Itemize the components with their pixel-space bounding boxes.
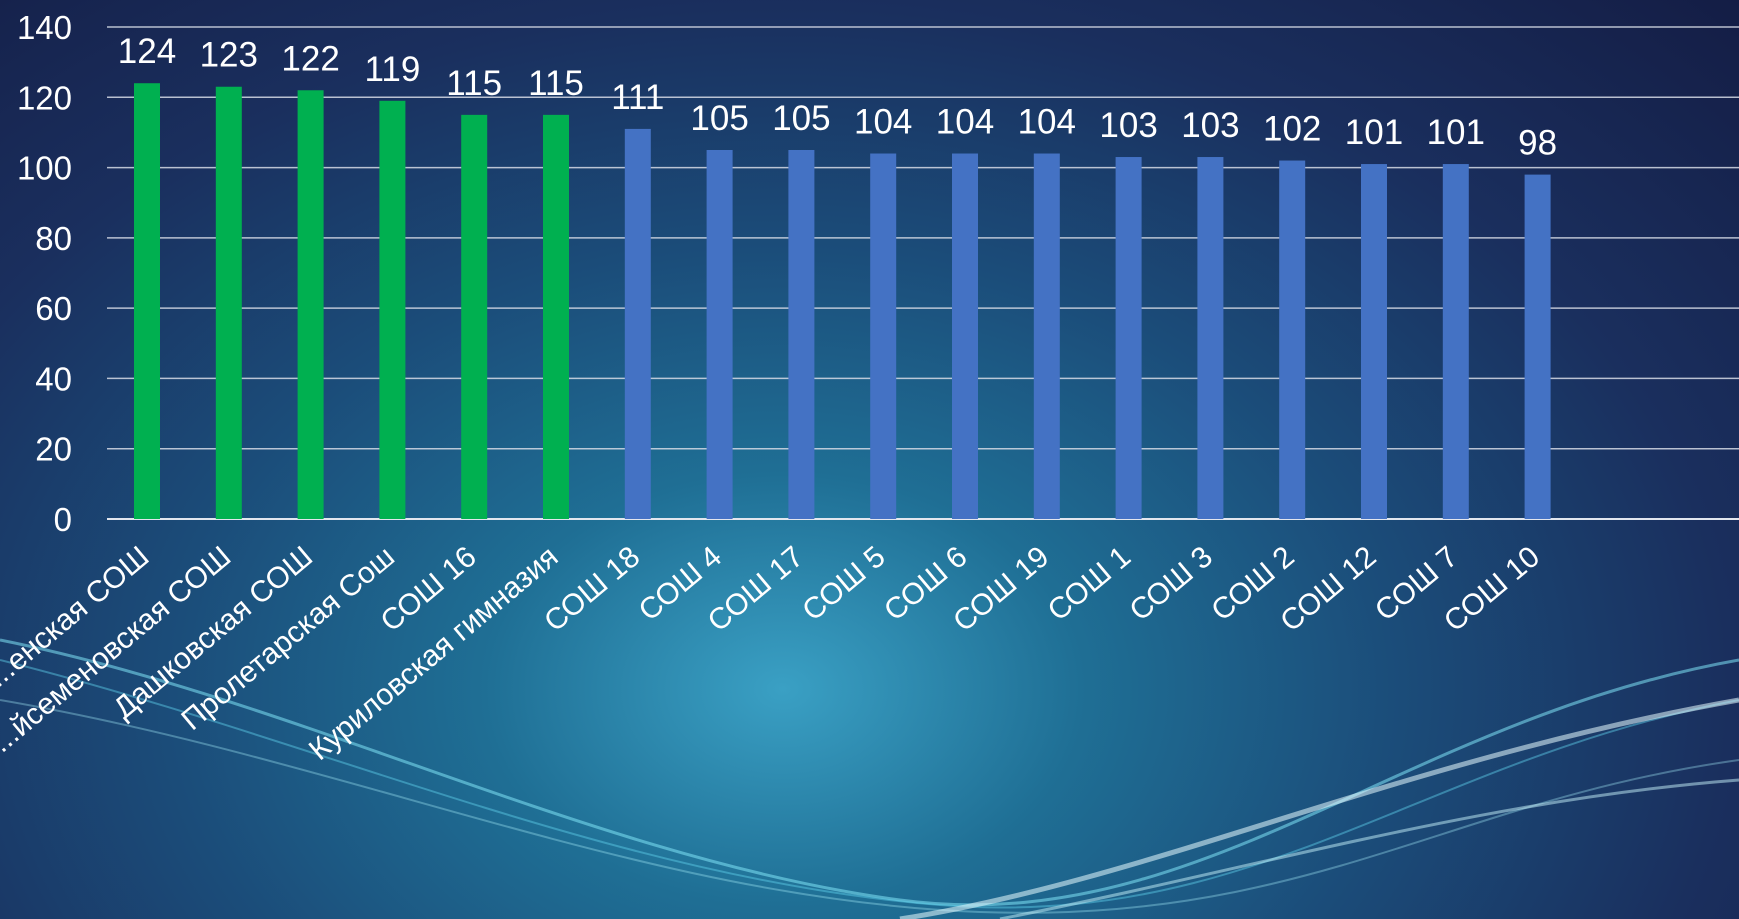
bars — [134, 83, 1551, 520]
y-axis-ticks: 0 20 40 60 80 100 120 140 — [17, 9, 72, 538]
category-label: СОШ 1 — [1042, 540, 1137, 628]
data-label: 105 — [772, 99, 830, 138]
data-label: 105 — [690, 99, 748, 138]
bar — [134, 83, 160, 519]
data-label: 104 — [854, 103, 912, 142]
category-label: СОШ 5 — [796, 540, 891, 628]
data-label: 98 — [1518, 124, 1557, 163]
y-tick-label: 60 — [35, 290, 72, 327]
data-label: 103 — [1181, 106, 1239, 145]
category-labels: ...енская СОШ...йсеменовская СОШДашковск… — [0, 540, 1546, 767]
data-label: 102 — [1263, 110, 1321, 149]
bar — [1279, 160, 1306, 520]
y-tick-label: 20 — [35, 431, 72, 468]
bar — [543, 114, 569, 519]
bar — [215, 86, 242, 519]
data-label: 124 — [118, 32, 176, 71]
data-label: 104 — [1018, 103, 1076, 142]
data-label: 115 — [528, 64, 584, 103]
bar — [297, 90, 324, 519]
y-tick-label: 0 — [54, 501, 72, 538]
background-waves — [0, 638, 1739, 919]
data-label: 119 — [364, 50, 420, 89]
data-labels: 124 123 122 119 115 115 111 105 105 104 104 104 103 1… — [118, 32, 1557, 162]
data-label: 115 — [446, 64, 502, 103]
bar — [952, 153, 978, 519]
bar — [1197, 157, 1224, 519]
bar — [788, 150, 815, 519]
data-label: 111 — [611, 78, 664, 117]
bar — [706, 150, 733, 519]
bar — [1524, 174, 1551, 519]
bar — [1033, 153, 1060, 519]
category-label: СОШ 3 — [1123, 540, 1218, 628]
y-tick-label: 80 — [35, 220, 72, 257]
bar — [1115, 157, 1142, 519]
data-label: 101 — [1427, 113, 1485, 152]
data-label: 104 — [936, 103, 994, 142]
bar — [624, 128, 651, 519]
y-tick-label: 40 — [35, 360, 72, 397]
data-label: 123 — [200, 36, 258, 75]
y-tick-label: 140 — [17, 9, 72, 46]
data-label: 122 — [281, 39, 339, 78]
bar — [1442, 164, 1469, 520]
gridlines — [107, 26, 1739, 520]
data-label: 103 — [1099, 106, 1157, 145]
bar — [379, 100, 406, 520]
bar — [1361, 164, 1387, 520]
bar — [461, 114, 488, 519]
y-tick-label: 100 — [17, 150, 72, 187]
bar — [870, 153, 897, 519]
y-tick-label: 120 — [17, 79, 72, 116]
data-label: 101 — [1345, 113, 1403, 152]
